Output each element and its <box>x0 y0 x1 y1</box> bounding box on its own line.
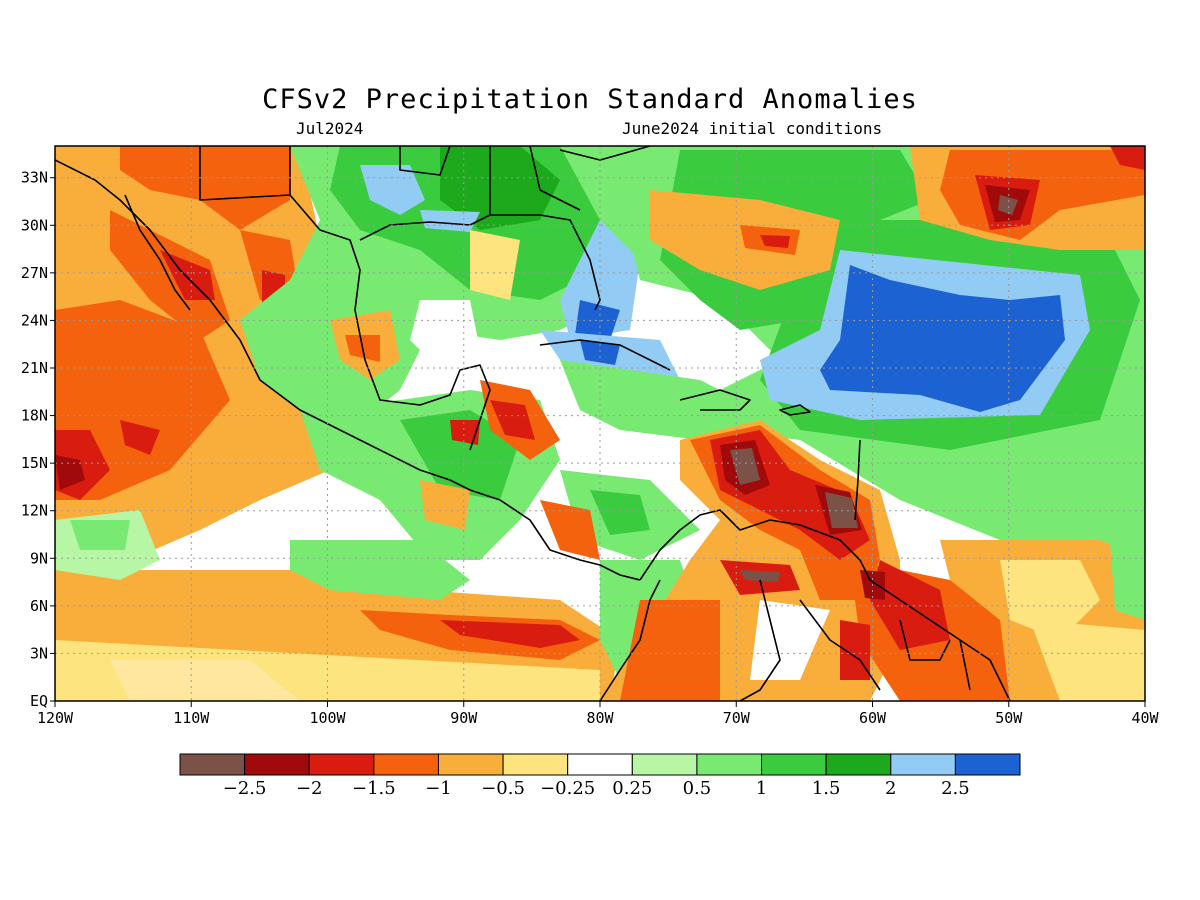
initial-conditions: June2024 initial conditions <box>622 119 883 138</box>
lat-label: 21N <box>21 359 48 377</box>
anomaly-region <box>490 400 535 440</box>
lon-label: 80W <box>586 709 614 727</box>
anomaly-region <box>290 540 470 600</box>
colorbar-swatch <box>179 753 246 776</box>
anomaly-region <box>1110 146 1145 170</box>
colorbar-label: −1 <box>425 778 452 799</box>
lon-label: 60W <box>859 709 887 727</box>
colorbar-swatch <box>502 753 569 776</box>
anomaly-region <box>55 455 85 490</box>
colorbar-swatch <box>567 753 633 776</box>
anomaly-region <box>1110 540 1145 620</box>
chart-title: CFSv2 Precipitation Standard Anomalies <box>262 84 918 115</box>
anomaly-region <box>575 300 620 340</box>
colorbar-label: 2 <box>885 778 896 799</box>
anomaly-region <box>1030 620 1145 701</box>
lon-label: 50W <box>995 709 1023 727</box>
colorbar-swatch <box>890 753 956 776</box>
anomaly-region <box>620 600 720 701</box>
lon-label: 40W <box>1131 709 1159 727</box>
lat-label: 15N <box>21 454 48 472</box>
lon-label: 120W <box>37 709 74 727</box>
anomaly-region <box>590 490 650 535</box>
lat-label: 9N <box>30 549 48 567</box>
anomaly-region <box>820 265 1065 412</box>
gridlines <box>55 146 1145 701</box>
colorbar-label: −1.5 <box>352 778 396 799</box>
colorbar-label: −2.5 <box>223 778 267 799</box>
colorbar-swatch <box>373 753 439 776</box>
colorbar-label: 1.5 <box>812 778 841 799</box>
anomaly-region <box>70 520 130 550</box>
colorbar-swatch <box>631 753 698 776</box>
colorbar-label: 0.25 <box>612 778 652 799</box>
lon-label: 100W <box>309 709 346 727</box>
anomaly-region <box>760 235 790 248</box>
anomaly-region <box>825 492 858 528</box>
colorbar-label: −0.25 <box>540 778 595 799</box>
anomaly-region <box>420 480 470 530</box>
lon-label: 70W <box>723 709 751 727</box>
colorbar: −2.5 −2 −1.5 −1 −0.5 −0.25 0.25 0.5 1 1.5 2 2.5 <box>179 753 1021 799</box>
anomaly-region <box>470 230 520 300</box>
lat-label: EQ <box>30 692 48 710</box>
colorbar-label: −2 <box>296 778 323 799</box>
colorbar-swatch <box>696 753 763 776</box>
colorbar-swatch <box>825 753 892 776</box>
colorbar-label: −0.5 <box>481 778 525 799</box>
anomaly-region <box>440 146 560 230</box>
anomaly-region <box>420 210 480 232</box>
colorbar-label: 2.5 <box>941 778 970 799</box>
anomaly-region <box>540 500 600 560</box>
anomaly-region <box>410 300 480 370</box>
anomaly-region <box>580 340 620 365</box>
lat-label: 33N <box>21 169 48 187</box>
map-field <box>55 146 1145 701</box>
anomaly-region <box>120 420 160 455</box>
anomaly-region <box>870 560 950 650</box>
lat-label: 3N <box>30 644 48 662</box>
lat-label: 24N <box>21 311 48 329</box>
lon-label: 110W <box>173 709 210 727</box>
coastlines <box>55 146 1011 701</box>
colorbar-swatch <box>308 753 375 776</box>
anomaly-region <box>440 620 580 648</box>
lat-label: 6N <box>30 597 48 615</box>
lon-label: 90W <box>450 709 478 727</box>
lat-label: 30N <box>21 216 48 234</box>
anomaly-region <box>110 660 300 701</box>
colorbar-swatch <box>954 753 1021 776</box>
anomaly-region <box>998 195 1018 215</box>
anomaly-region <box>110 210 230 340</box>
colorbar-swatch <box>244 753 310 776</box>
anomaly-region <box>400 410 520 500</box>
anomaly-region <box>450 420 480 445</box>
anomaly-region <box>360 165 425 215</box>
colorbar-swatch <box>437 753 504 776</box>
lat-label: 18N <box>21 407 48 425</box>
colorbar-label: 1 <box>756 778 767 799</box>
lat-label: 12N <box>21 502 48 520</box>
colorbar-swatch <box>761 753 827 776</box>
lat-label: 27N <box>21 264 48 282</box>
anomaly-region <box>740 570 780 582</box>
anomaly-region <box>1000 560 1100 640</box>
colorbar-label: 0.5 <box>683 778 712 799</box>
anomaly-region <box>120 146 290 230</box>
forecast-month: Jul2024 <box>296 119 364 138</box>
anomaly-region <box>730 448 760 485</box>
